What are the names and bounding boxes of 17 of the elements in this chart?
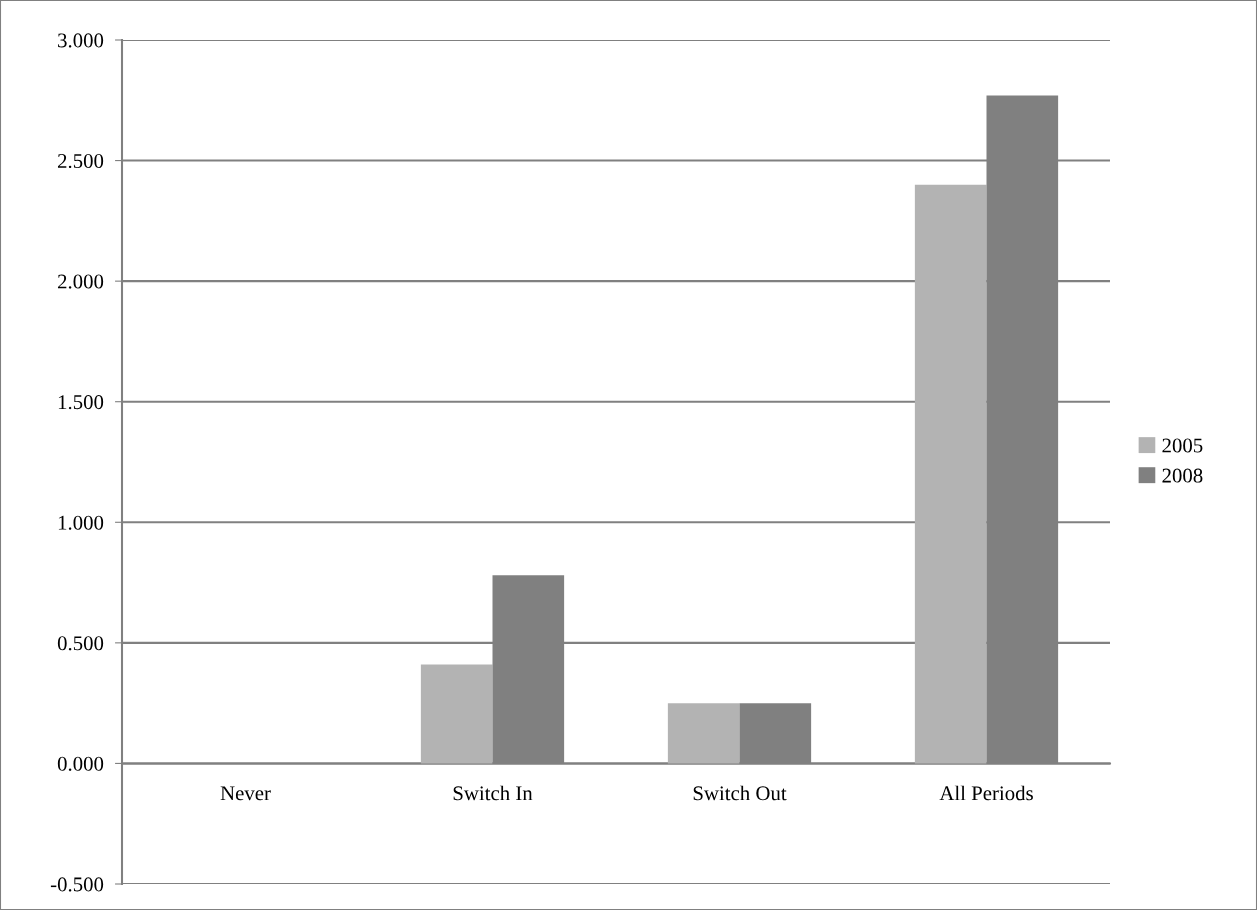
bar: [420, 664, 493, 764]
y-tick-label: 2.000: [57, 274, 104, 289]
bar: [667, 703, 740, 764]
legend-label: 2005: [1162, 438, 1203, 453]
x-tick-label: Switch Out: [693, 785, 787, 801]
y-tick-label: 3.000: [58, 33, 104, 48]
x-tick-label: Switch In: [453, 785, 533, 801]
y-tick-label: 1.000: [58, 515, 104, 530]
y-tick-label: 2.500: [57, 153, 104, 169]
y-tick-label: 0.500: [57, 636, 104, 651]
y-tick-label: 1.500: [58, 395, 104, 410]
bar: [914, 184, 987, 764]
x-tick-label: Never: [220, 786, 271, 801]
y-tick-label: 0.000: [57, 756, 104, 771]
x-tick-label: All Periods: [939, 785, 1033, 801]
legend-label: 2008: [1162, 468, 1203, 483]
y-tick-label: -0.500: [50, 877, 104, 892]
